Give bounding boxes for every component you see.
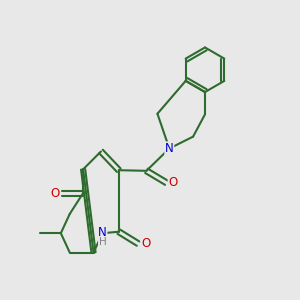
Text: O: O: [50, 187, 59, 200]
Text: O: O: [141, 237, 150, 250]
Text: N: N: [98, 226, 107, 238]
Text: O: O: [168, 176, 178, 189]
Text: H: H: [99, 237, 106, 247]
Text: N: N: [165, 142, 174, 155]
